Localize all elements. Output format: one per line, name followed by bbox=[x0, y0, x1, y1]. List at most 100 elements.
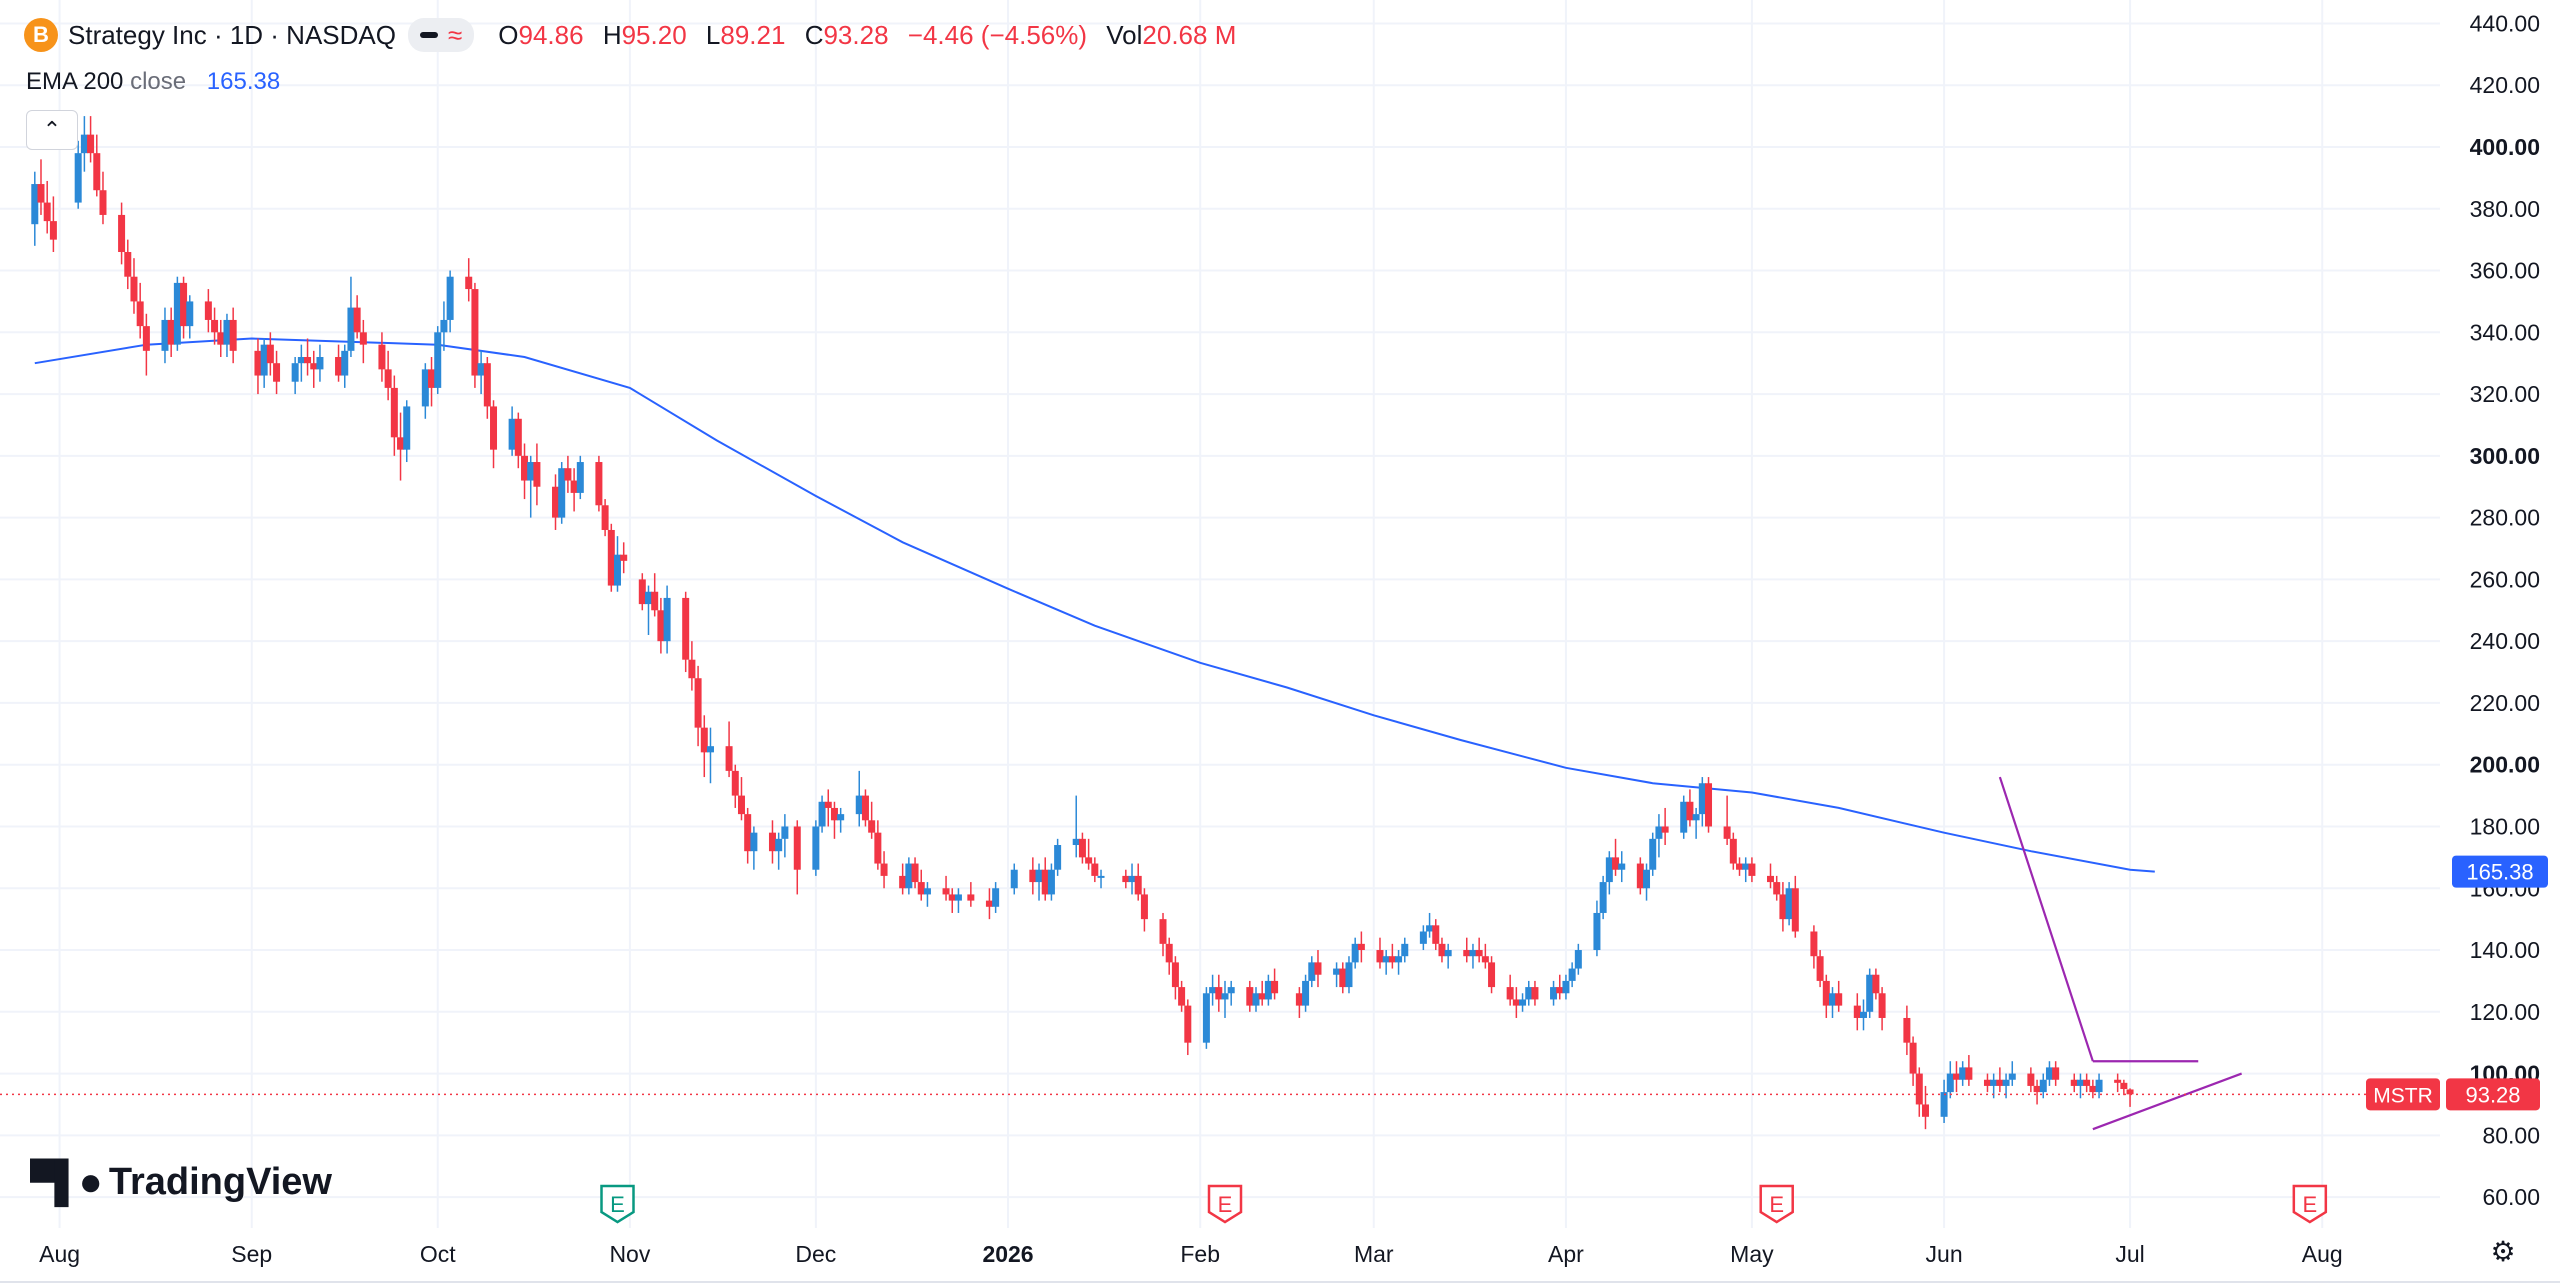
candle-body bbox=[1202, 993, 1210, 1043]
tradingview-logo: ▀▌● TradingView bbox=[30, 1160, 332, 1205]
candle bbox=[607, 523, 615, 592]
earnings-badge bbox=[1759, 1184, 1794, 1224]
candle bbox=[948, 888, 956, 913]
candle bbox=[688, 641, 696, 691]
earnings-marker-icon[interactable]: E bbox=[600, 1184, 635, 1224]
candle bbox=[1178, 980, 1186, 1012]
candle bbox=[923, 882, 931, 907]
earnings-marker-icon[interactable]: E bbox=[1207, 1184, 1243, 1224]
candle bbox=[824, 789, 832, 827]
candle-body bbox=[136, 301, 144, 327]
candle-body bbox=[37, 184, 45, 203]
candle bbox=[1382, 950, 1390, 975]
candle-body bbox=[2114, 1079, 2122, 1083]
candle-body bbox=[471, 289, 479, 376]
candle bbox=[1345, 956, 1353, 994]
candle-body bbox=[570, 480, 578, 493]
candle-body bbox=[1463, 950, 1471, 957]
candle bbox=[1866, 968, 1874, 1018]
earnings-marker-icon[interactable]: E bbox=[2292, 1184, 2328, 1224]
candle bbox=[1810, 925, 1818, 969]
candle-body bbox=[229, 319, 237, 351]
earnings-marker-icon[interactable]: E bbox=[1759, 1184, 1794, 1224]
candle bbox=[2033, 1079, 2041, 1105]
last-price-tag-text: 93.28 bbox=[2465, 1082, 2520, 1107]
candle-body bbox=[1835, 993, 1843, 1006]
candle bbox=[217, 319, 225, 358]
candle-body bbox=[1636, 863, 1644, 889]
candle-body bbox=[1221, 993, 1229, 1000]
candle-body bbox=[1736, 863, 1744, 870]
candle bbox=[1649, 832, 1657, 876]
collapse-legend-button[interactable]: ⌃ bbox=[26, 110, 78, 150]
candle bbox=[186, 295, 194, 339]
candle bbox=[1438, 937, 1446, 963]
ema-legend[interactable]: EMA 200 close 165.38 bbox=[26, 68, 280, 96]
candle bbox=[1488, 956, 1496, 994]
candle-body bbox=[2083, 1079, 2091, 1086]
candle-body bbox=[948, 894, 956, 901]
y-tick-label: 380.00 bbox=[2470, 196, 2540, 222]
ema-200-line bbox=[34, 337, 2155, 873]
tradingview-wordmark: TradingView bbox=[108, 1161, 332, 1203]
candle bbox=[2002, 1073, 2010, 1099]
low-value: 89.21 bbox=[720, 19, 786, 50]
settings-gear-icon[interactable]: ⚙ bbox=[2490, 1235, 2516, 1267]
candle-body bbox=[688, 659, 696, 679]
candle-body bbox=[1388, 956, 1396, 963]
candle-body bbox=[657, 610, 665, 642]
candle-body bbox=[558, 468, 566, 518]
candle-body bbox=[1512, 999, 1520, 1006]
candle bbox=[533, 443, 541, 506]
candle-body bbox=[1432, 925, 1440, 944]
candle-body bbox=[1866, 974, 1874, 1012]
candle bbox=[180, 276, 188, 339]
candle bbox=[1835, 980, 1843, 1012]
candle-body bbox=[1072, 838, 1080, 846]
candle bbox=[1940, 1079, 1948, 1123]
x-tick-label: Apr bbox=[1548, 1241, 1584, 1267]
chart-type-toggle[interactable]: ≈ bbox=[407, 18, 475, 52]
candle bbox=[1085, 838, 1093, 870]
y-tick-label: 240.00 bbox=[2470, 628, 2540, 654]
candle-body bbox=[564, 468, 572, 481]
candle bbox=[1952, 1061, 1960, 1093]
candle-body bbox=[824, 801, 832, 808]
y-tick-label: 180.00 bbox=[2470, 813, 2540, 839]
candle bbox=[1215, 974, 1223, 1012]
candle-body bbox=[942, 888, 950, 895]
candle-body bbox=[1438, 943, 1446, 957]
candle-body bbox=[217, 332, 225, 345]
candle-body bbox=[223, 319, 231, 345]
candle-body bbox=[167, 319, 175, 345]
x-tick-label: Dec bbox=[795, 1241, 836, 1267]
candle bbox=[737, 777, 745, 821]
candle bbox=[1184, 999, 1192, 1056]
candle bbox=[1097, 869, 1105, 889]
candle-body bbox=[954, 894, 962, 901]
candle-body bbox=[2095, 1079, 2103, 1093]
symbol-title[interactable]: Strategy Inc · 1D · NASDAQ bbox=[68, 19, 396, 50]
candle-body bbox=[1599, 882, 1607, 913]
candle-body bbox=[1308, 962, 1316, 981]
candle bbox=[837, 807, 845, 833]
candle-body bbox=[781, 826, 789, 839]
candle bbox=[1748, 857, 1756, 883]
candle bbox=[1333, 962, 1341, 988]
candle bbox=[2120, 1079, 2128, 1096]
candle bbox=[558, 462, 566, 524]
candle-body bbox=[1773, 882, 1781, 895]
candle-body bbox=[99, 190, 107, 215]
candle-body bbox=[1921, 1104, 1929, 1117]
candle-body bbox=[1829, 993, 1836, 1006]
trend-line bbox=[1998, 776, 2094, 1062]
candle bbox=[1140, 888, 1148, 932]
candle bbox=[1128, 863, 1136, 895]
candle bbox=[1388, 943, 1396, 969]
candle-body bbox=[1128, 875, 1136, 883]
candle bbox=[229, 307, 237, 364]
candle bbox=[1618, 851, 1626, 883]
trend-line bbox=[2092, 1072, 2243, 1131]
